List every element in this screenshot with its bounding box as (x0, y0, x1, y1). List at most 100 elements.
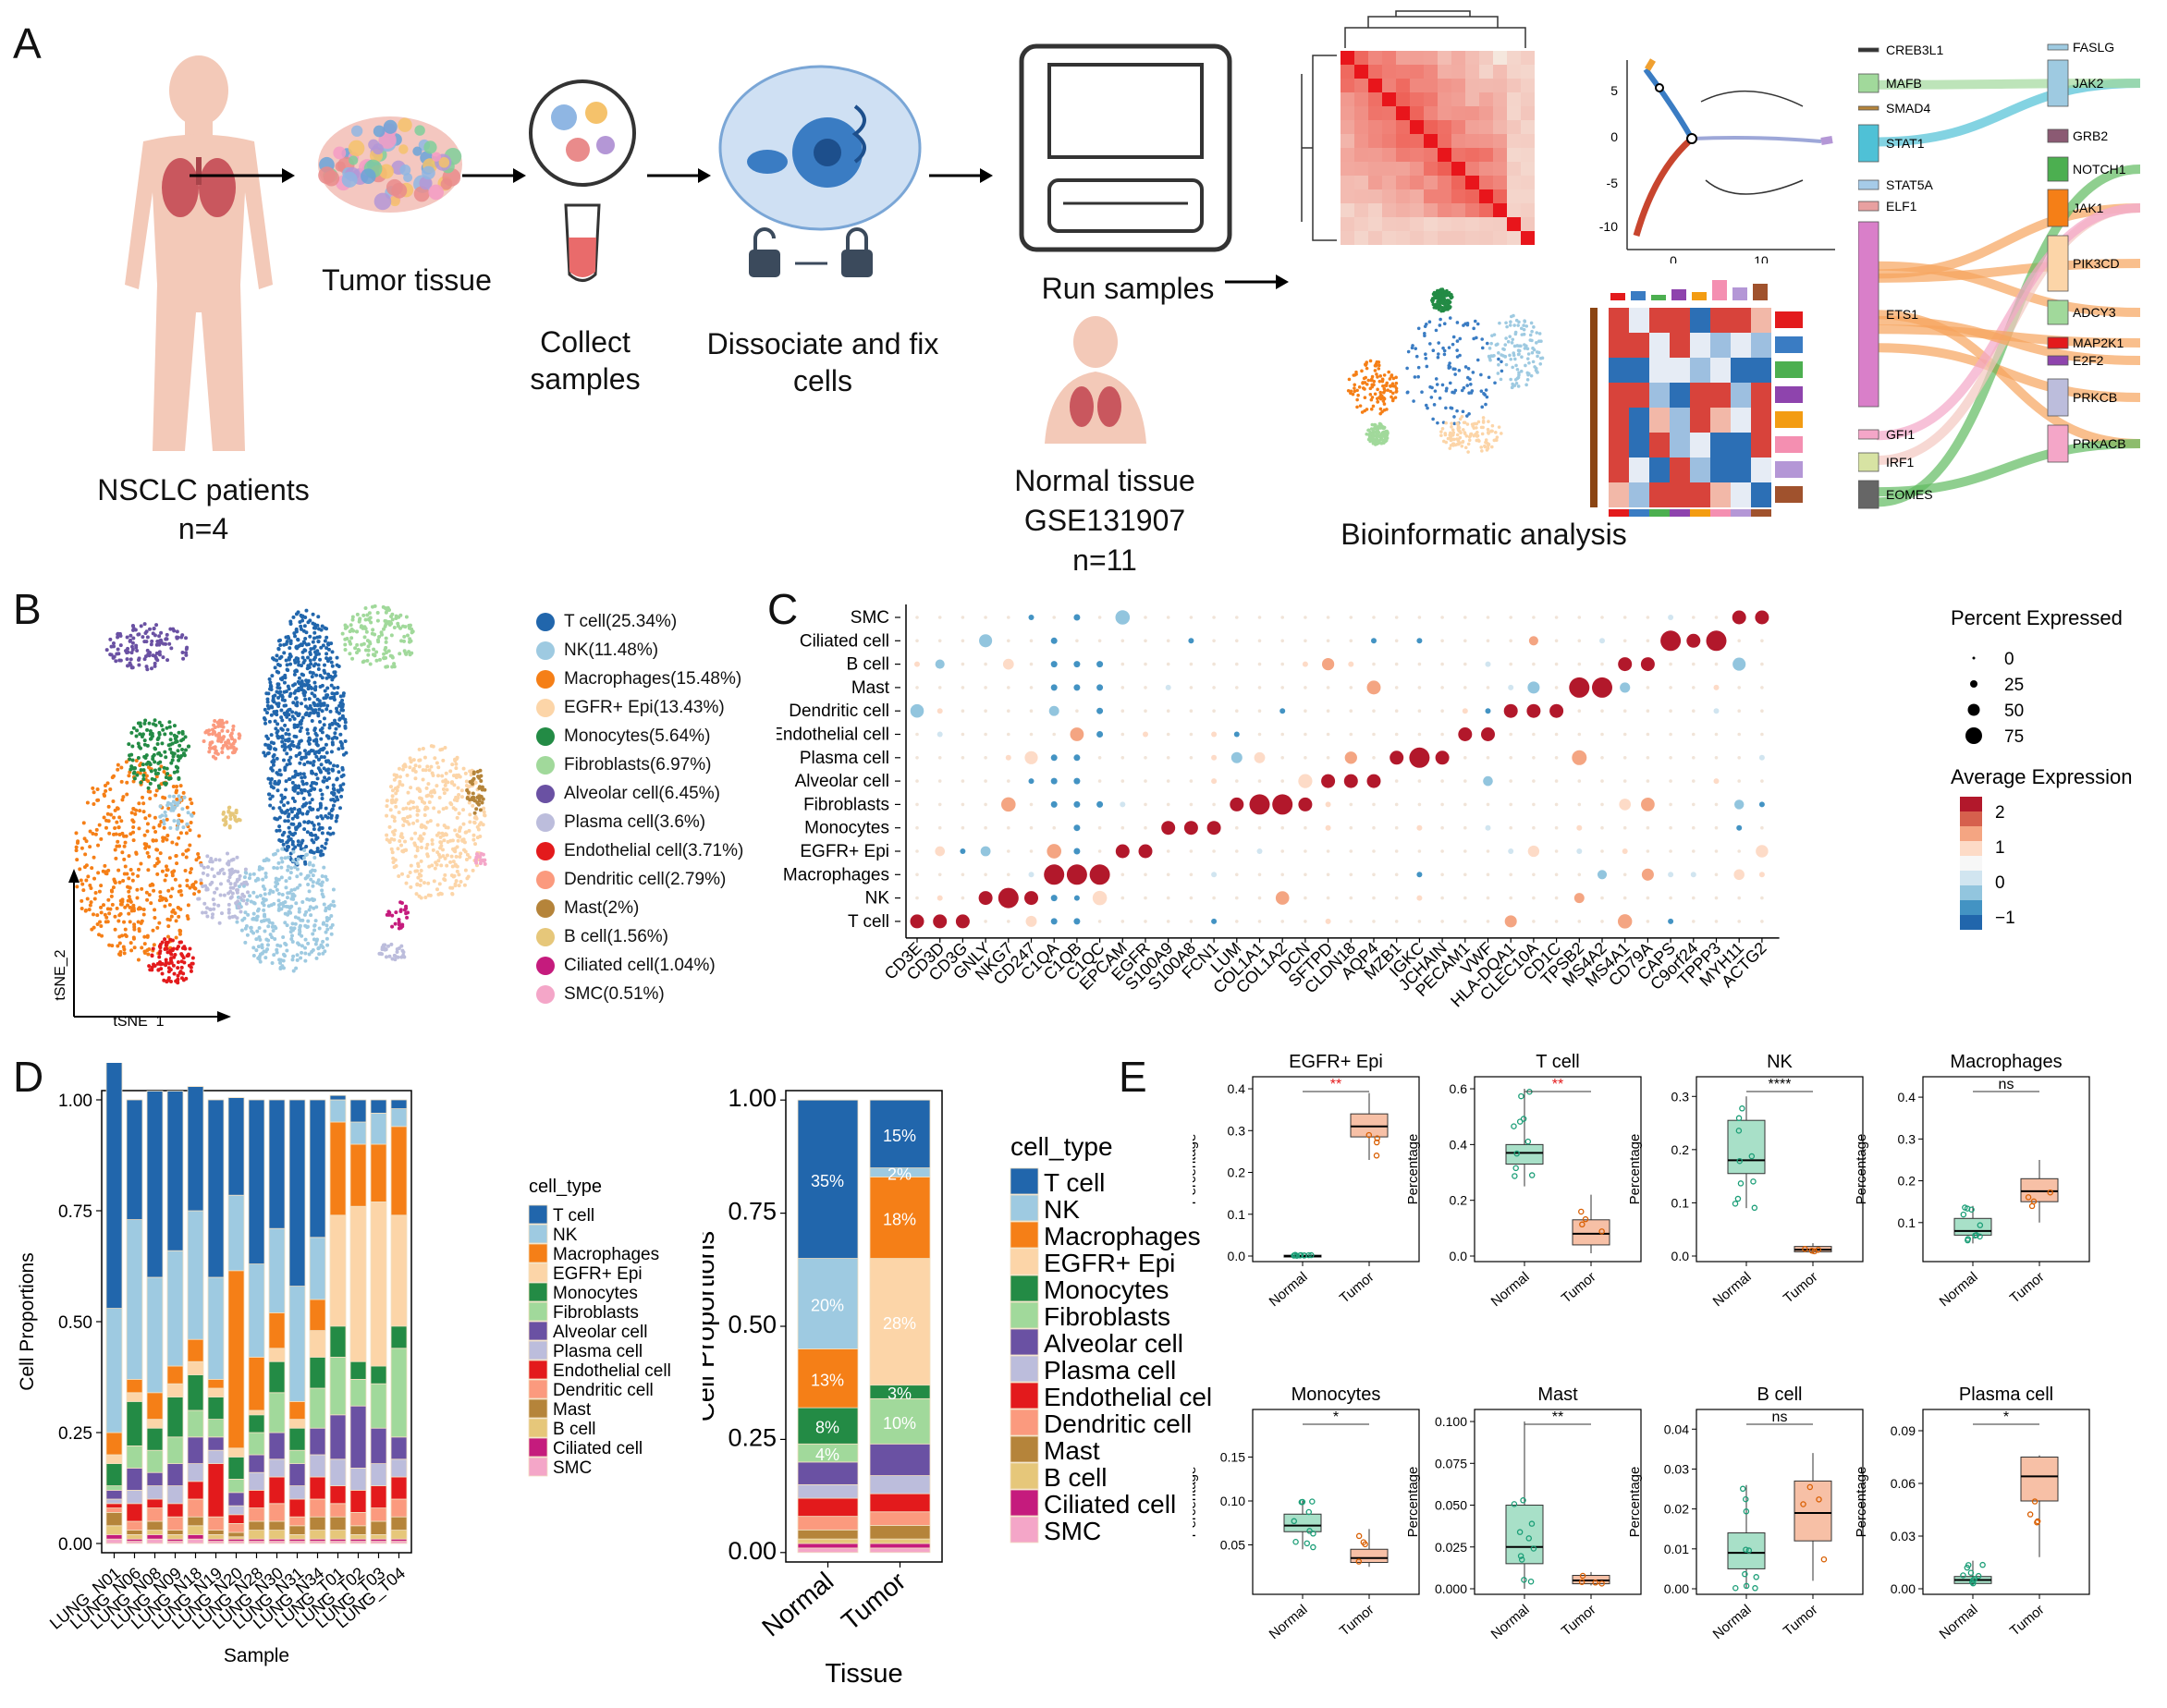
stack-segment (248, 1432, 265, 1456)
tsne-point (404, 615, 409, 619)
tsne-point (218, 893, 223, 897)
tsne-point (292, 716, 297, 721)
tsne-thumb-point (1500, 360, 1503, 364)
tsne-point (309, 749, 313, 753)
tsne-point (436, 810, 441, 814)
tsne-point (325, 686, 330, 690)
tsne-point (329, 750, 334, 754)
sankey-left-label: IRF1 (1886, 455, 1915, 470)
tsne-point (169, 952, 174, 957)
tsne-point (400, 924, 405, 929)
tsne-thumb-point (1425, 364, 1429, 369)
tsne-point (296, 610, 300, 615)
tsne-point (214, 756, 218, 761)
dotplot-dot (1737, 756, 1741, 760)
tsne-point (362, 635, 367, 640)
tsne-point (300, 790, 304, 795)
tsne-point (290, 958, 295, 962)
dotplot-dot (1758, 872, 1765, 878)
tsne-point (177, 730, 181, 735)
tsne-point (392, 837, 397, 842)
tsne-point (229, 858, 234, 862)
tsne-point (303, 937, 308, 942)
tsne-point (244, 901, 249, 906)
tsne-point (118, 633, 123, 638)
tsne-point (187, 744, 191, 749)
tsne-point (299, 722, 303, 726)
legend-dot (536, 871, 555, 889)
dotplot-dot (1050, 777, 1058, 785)
tsne-point (435, 761, 439, 765)
tsne-point (278, 689, 283, 694)
tsne-point (246, 912, 251, 917)
corr-cell (1493, 65, 1507, 79)
tsne-point (291, 859, 296, 863)
dotplot-dot (1326, 872, 1330, 877)
tsne-thumb-point (1519, 326, 1524, 331)
tsne-point (172, 733, 177, 738)
tsne-point (239, 909, 243, 914)
tsne-point (135, 887, 140, 892)
tsne-point (149, 666, 153, 671)
tsne-point (194, 858, 199, 862)
stack-segment (207, 1378, 225, 1389)
tsne-point (297, 745, 301, 750)
tsne-point (354, 629, 359, 634)
dotplot-dot (1166, 872, 1170, 877)
stack-segment (146, 1485, 164, 1500)
tsne-point (232, 739, 237, 744)
dotplot-dot (1166, 639, 1170, 643)
tsne-point (451, 860, 456, 864)
tsne-point (324, 930, 328, 934)
tsne-point (135, 728, 140, 733)
tsne-point (129, 868, 133, 872)
dotplot-dot (1463, 756, 1467, 760)
cluster-bar (1712, 280, 1727, 300)
tsne-point (88, 845, 92, 849)
dotplot-dot (1646, 639, 1650, 643)
tsne-point (291, 615, 296, 619)
tsne-point (390, 924, 395, 929)
dotplot-dot (1714, 756, 1719, 760)
dotplot-dot (937, 895, 943, 901)
tsne-point (375, 611, 380, 616)
dotplot-dot (1554, 639, 1559, 643)
tsne-point (159, 764, 164, 769)
tumor-cell (386, 178, 403, 196)
tsne-point (304, 852, 309, 857)
tsne-point (97, 823, 102, 827)
tsne-thumb-point (1451, 433, 1455, 437)
tsne-point (273, 665, 277, 670)
sankey-left-label: CREB3L1 (1886, 43, 1943, 57)
tumor-cell (413, 186, 430, 202)
corr-cell (1382, 106, 1396, 120)
tsne-point (254, 937, 259, 942)
tsne-point (291, 683, 296, 688)
tsne-point (289, 866, 294, 871)
tsne-point (316, 663, 321, 667)
tsne-thumb-point (1438, 396, 1442, 400)
tsne-thumb-point (1365, 408, 1369, 411)
dotplot-dot (1527, 845, 1540, 858)
stack-segment (187, 1409, 204, 1438)
dotplot-dot (1669, 662, 1672, 666)
dotplot-dot (1554, 802, 1559, 807)
tsne-point (129, 948, 134, 953)
tsne-point (324, 806, 328, 811)
tsne-thumb-point (1524, 383, 1528, 387)
sankey-left-label: STAT1 (1886, 136, 1925, 151)
dotplot-dot (1622, 639, 1627, 643)
tsne-point (143, 718, 148, 723)
tsne-point (130, 647, 135, 652)
stack-segment (248, 1507, 265, 1522)
tsne-point (312, 630, 317, 635)
tumor-cell (389, 195, 400, 207)
corr-cell (1493, 92, 1507, 106)
tsne-point (107, 831, 112, 836)
tsne-thumb-point (1353, 389, 1357, 394)
tsne-point (245, 933, 250, 937)
tsne-thumb-point (1450, 406, 1454, 410)
dotplot-dot (1165, 684, 1171, 690)
tsne-point (251, 890, 256, 895)
tsne-thumb-point (1462, 385, 1466, 390)
